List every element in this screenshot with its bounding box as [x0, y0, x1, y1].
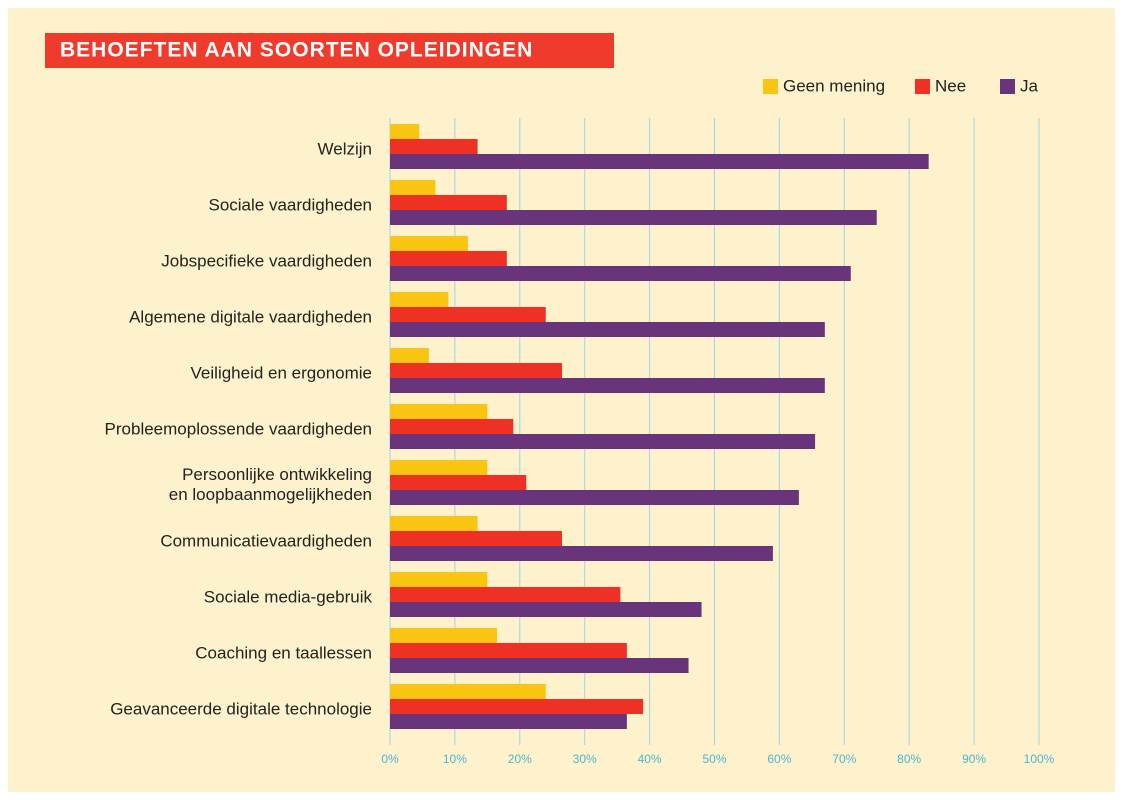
chart-bg — [8, 8, 1115, 792]
bar — [390, 348, 429, 363]
x-tick-label: 40% — [638, 752, 662, 766]
legend-label: Ja — [1020, 76, 1039, 95]
bar — [390, 434, 816, 449]
x-tick-label: 100% — [1024, 752, 1055, 766]
bar — [390, 531, 562, 546]
bar — [390, 490, 799, 505]
y-tick-label: Persoonlijke ontwikkeling en loopbaanmoge… — [169, 465, 372, 504]
x-tick-label: 30% — [573, 752, 597, 766]
bar — [390, 322, 825, 337]
bar — [390, 266, 851, 281]
bar — [390, 546, 773, 561]
y-tick-label: Coaching en taallessen — [195, 643, 372, 662]
bar — [390, 139, 478, 154]
y-tick-label: Welzijn — [318, 139, 372, 158]
x-tick-label: 20% — [508, 752, 532, 766]
bar — [390, 628, 498, 643]
y-tick-label: Veiligheid en ergonomie — [191, 363, 372, 382]
y-tick-label: Jobspecifieke vaardigheden — [161, 251, 372, 270]
bar — [390, 419, 514, 434]
x-tick-label: 90% — [962, 752, 986, 766]
x-tick-label: 60% — [767, 752, 791, 766]
y-tick-label: Geavanceerde digitale technologie — [110, 699, 372, 718]
bar — [390, 460, 488, 475]
bar — [390, 587, 621, 602]
bar — [390, 292, 449, 307]
x-tick-label: 10% — [443, 752, 467, 766]
bar — [390, 124, 420, 139]
y-tick-label: Sociale media-gebruik — [204, 587, 373, 606]
legend-swatch — [915, 79, 930, 94]
legend-label: Nee — [935, 76, 966, 95]
legend-swatch — [1000, 79, 1015, 94]
bar — [390, 236, 468, 251]
bar — [390, 602, 702, 617]
bar — [390, 404, 488, 419]
legend-swatch — [763, 79, 778, 94]
x-tick-label: 70% — [832, 752, 856, 766]
bar — [390, 572, 488, 587]
bar — [390, 363, 562, 378]
bar — [390, 658, 689, 673]
y-tick-label: Communicatievaardigheden — [160, 531, 372, 550]
chart-title: BEHOEFTEN AAN SOORTEN OPLEIDINGEN — [60, 39, 533, 62]
legend-label: Geen mening — [783, 76, 885, 95]
bar — [390, 643, 627, 658]
bar — [390, 195, 507, 210]
bar — [390, 251, 507, 266]
bar — [390, 714, 627, 729]
bar — [390, 180, 436, 195]
bar — [390, 516, 478, 531]
x-tick-label: 50% — [702, 752, 726, 766]
y-tick-label: Sociale vaardigheden — [208, 195, 372, 214]
bar — [390, 378, 825, 393]
bar — [390, 684, 546, 699]
y-tick-label: Probleemoplossende vaardigheden — [105, 419, 372, 438]
bar — [390, 699, 644, 714]
bar — [390, 154, 929, 169]
bar — [390, 307, 546, 322]
y-tick-label: Algemene digitale vaardigheden — [129, 307, 372, 326]
title-banner — [45, 33, 614, 68]
bar — [390, 210, 877, 225]
x-tick-label: 80% — [897, 752, 921, 766]
x-tick-label: 0% — [381, 752, 399, 766]
bar — [390, 475, 527, 490]
